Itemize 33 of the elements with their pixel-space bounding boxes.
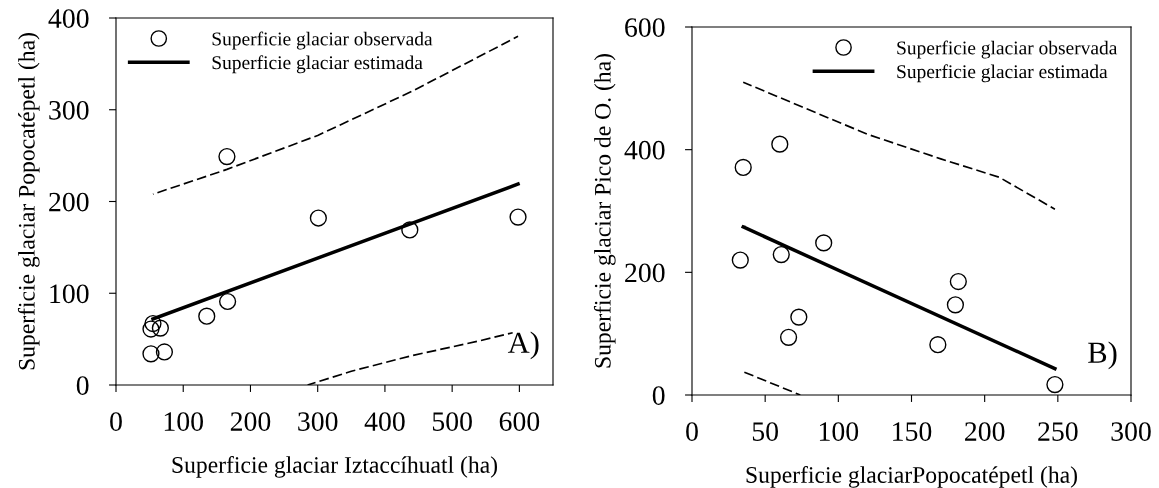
y-tick-label: 400	[624, 140, 665, 160]
legend-label: Superficie glaciar estimada	[897, 64, 1108, 83]
y-tick-label: 0	[652, 386, 665, 405]
y-axis-title: Superficie glaciar Popocatépetl (ha)	[17, 33, 40, 370]
x-tick-label: 150	[893, 422, 932, 441]
x-tick-label: 600	[499, 412, 540, 431]
annotation: B)	[1088, 341, 1117, 370]
y-tick-label: 100	[50, 284, 89, 304]
x-tick-label: 100	[819, 422, 859, 441]
y-tick-label: 300	[49, 100, 89, 120]
y-tick-label: 600	[625, 18, 665, 37]
x-tick-label: 500	[432, 412, 472, 431]
x-tick-label: 200	[230, 412, 271, 431]
legend-label: Superficie glaciar estimada	[212, 55, 423, 74]
x-tick-label: 50	[752, 422, 778, 441]
x-axis-title: Superficie glaciar Iztaccíhuatl (ha)	[172, 456, 497, 478]
legend-label: Superficie glaciar observada	[212, 31, 433, 50]
x-tick-label: 300	[1111, 422, 1151, 441]
y-tick-label: 0	[76, 376, 89, 395]
x-tick-label: 100	[164, 412, 204, 431]
x-tick-label: 400	[364, 412, 405, 431]
y-axis-title: Superficie glaciar Pico de O. (ha)	[593, 54, 616, 368]
legend-label: Superficie glaciar observada	[897, 40, 1118, 59]
x-tick-label: 250	[1038, 422, 1078, 441]
y-tick-label: 400	[48, 9, 89, 28]
y-tick-label: 200	[49, 192, 89, 212]
x-tick-label: 300	[298, 412, 338, 431]
x-tick-label: 200	[965, 422, 1005, 441]
annotation: A)	[507, 331, 539, 360]
x-tick-label: 0	[686, 422, 698, 441]
x-tick-label: 0	[110, 412, 122, 431]
y-tick-label: 200	[625, 263, 665, 283]
x-axis-title: Superficie glaciarPopocatépetl (ha)	[746, 466, 1077, 488]
